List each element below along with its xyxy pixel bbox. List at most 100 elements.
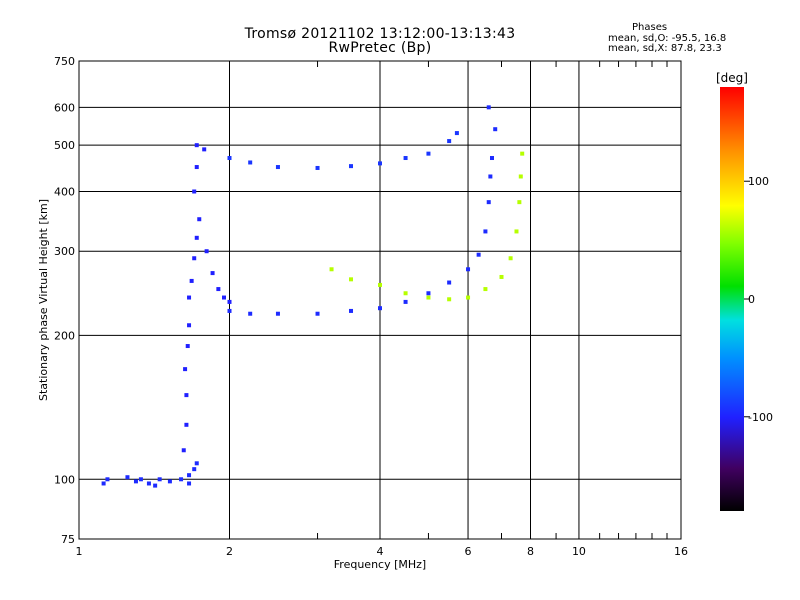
y-tick-label: 500 — [54, 139, 75, 152]
data-point — [210, 271, 215, 276]
data-point — [483, 229, 488, 234]
y-tick-label: 100 — [54, 473, 75, 486]
data-point — [187, 473, 192, 478]
data-point — [403, 156, 408, 161]
y-tick-label: 600 — [54, 101, 75, 114]
x-tick-label: 8 — [527, 545, 534, 558]
data-point — [153, 483, 158, 488]
data-point — [197, 217, 202, 222]
data-point — [192, 467, 197, 472]
y-tick-label: 75 — [61, 533, 75, 546]
data-point — [187, 323, 192, 328]
data-point — [181, 448, 186, 453]
data-point — [349, 308, 354, 313]
data-point — [378, 282, 382, 287]
data-point — [275, 311, 280, 316]
data-point — [403, 299, 408, 304]
x-tick-label: 1 — [76, 545, 83, 558]
colorbar-tick-label: 100 — [748, 175, 769, 188]
data-point — [454, 131, 459, 136]
data-point — [187, 295, 192, 300]
stats-x-mode: mean, sd,X: 87.8, 23.3 — [608, 43, 722, 54]
data-point — [204, 249, 209, 254]
data-point — [520, 151, 525, 156]
stats-o-mode: mean, sd,O: -95.5, 16.8 — [608, 33, 727, 44]
stats-heading: Phases — [632, 22, 668, 33]
data-point — [183, 367, 188, 372]
y-tick-label: 750 — [54, 55, 75, 68]
data-point — [378, 306, 382, 311]
data-point — [349, 164, 354, 169]
y-tick-label: 300 — [54, 245, 75, 258]
data-point — [185, 344, 190, 349]
data-point — [157, 477, 162, 482]
data-point — [447, 280, 452, 285]
data-point — [192, 256, 197, 261]
data-point — [483, 287, 488, 292]
x-tick-label: 6 — [465, 545, 472, 558]
colorbar-label: [deg] — [716, 71, 748, 85]
data-point — [187, 481, 192, 486]
data-point — [248, 160, 253, 165]
data-point — [329, 267, 334, 272]
data-point — [184, 422, 189, 427]
data-point — [194, 461, 199, 466]
data-point — [216, 287, 221, 292]
data-point — [315, 311, 320, 316]
data-point — [447, 139, 452, 144]
x-tick-label: 2 — [226, 545, 233, 558]
data-point — [248, 311, 253, 316]
chart-subtitle: RwPretec (Bp) — [328, 40, 432, 56]
data-point — [486, 200, 491, 205]
data-point — [489, 156, 494, 161]
data-point — [184, 393, 189, 398]
data-point — [194, 235, 199, 240]
y-tick-label: 200 — [54, 329, 75, 342]
colorbar — [720, 87, 744, 511]
data-point — [138, 477, 143, 482]
plot-frame — [78, 60, 682, 540]
y-tick-label: 400 — [54, 185, 75, 198]
data-point — [349, 277, 354, 282]
data-point — [101, 481, 106, 486]
data-point — [378, 161, 382, 166]
data-point — [133, 479, 138, 484]
data-point — [499, 274, 504, 279]
x-tick-label: 16 — [674, 545, 688, 558]
data-point — [105, 477, 110, 482]
y-axis-label: Stationary phase Virtual Height [km] — [37, 199, 50, 401]
data-point — [275, 165, 280, 170]
data-point — [222, 295, 227, 300]
data-point — [466, 267, 471, 272]
data-point — [192, 189, 197, 194]
data-point — [194, 165, 199, 170]
x-tick-label: 4 — [377, 545, 384, 558]
x-tick-label: 10 — [572, 545, 586, 558]
data-point — [447, 297, 452, 302]
data-point — [194, 143, 199, 148]
data-point — [466, 295, 471, 300]
data-point — [426, 151, 431, 156]
data-point — [125, 475, 130, 480]
data-point — [202, 147, 207, 152]
chart-title: Tromsø 20121102 13:12:00-13:13:43 — [244, 26, 516, 42]
data-point — [493, 127, 498, 132]
data-point — [227, 299, 232, 304]
data-point — [514, 229, 519, 234]
data-point — [488, 174, 493, 179]
data-point — [486, 105, 491, 110]
data-point — [227, 308, 232, 313]
data-point — [426, 295, 431, 300]
data-point — [403, 291, 408, 296]
data-point — [426, 291, 431, 296]
data-point — [518, 174, 523, 179]
data-point — [146, 481, 151, 486]
colorbar-tick-label: -100 — [748, 411, 773, 424]
data-point — [476, 252, 481, 257]
data-point — [179, 477, 184, 482]
data-point — [227, 156, 232, 161]
x-axis-label: Frequency [MHz] — [334, 558, 426, 571]
data-point — [189, 278, 194, 283]
